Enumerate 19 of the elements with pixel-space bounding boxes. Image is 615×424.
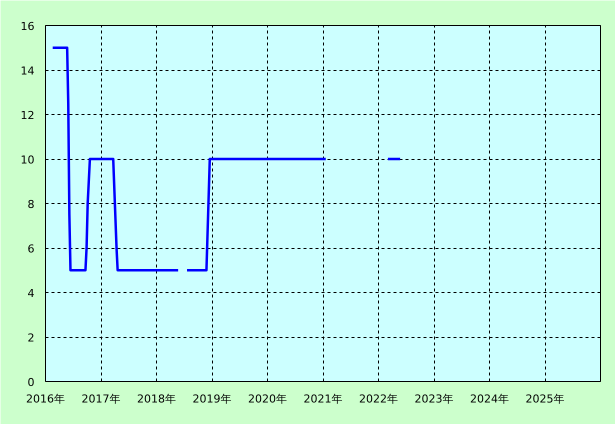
x-tick-label: 2019年 xyxy=(192,392,232,406)
x-tick-label: 2022年 xyxy=(359,392,398,406)
y-tick-label: 16 xyxy=(20,20,35,33)
y-tick-label: 4 xyxy=(28,287,34,300)
x-tick-label: 2024年 xyxy=(470,392,510,406)
y-tick-label: 10 xyxy=(20,154,35,166)
x-tick-label: 2020年 xyxy=(248,392,288,406)
y-tick-label: 8 xyxy=(28,198,34,211)
y-tick-label: 2 xyxy=(28,332,34,344)
x-tick-label: 2021年 xyxy=(304,392,343,406)
y-tick-label: 14 xyxy=(20,64,35,78)
x-tick-label: 2017年 xyxy=(82,392,121,406)
x-tick-label: 2023年 xyxy=(414,392,454,406)
x-tick-label: 2016年 xyxy=(26,392,66,406)
y-tick-label: 6 xyxy=(28,242,34,256)
x-tick-label: 2025年 xyxy=(526,392,565,406)
y-tick-label: 12 xyxy=(20,109,35,122)
x-tick-label: 2018年 xyxy=(137,392,176,406)
y-tick-label: 0 xyxy=(28,376,34,389)
